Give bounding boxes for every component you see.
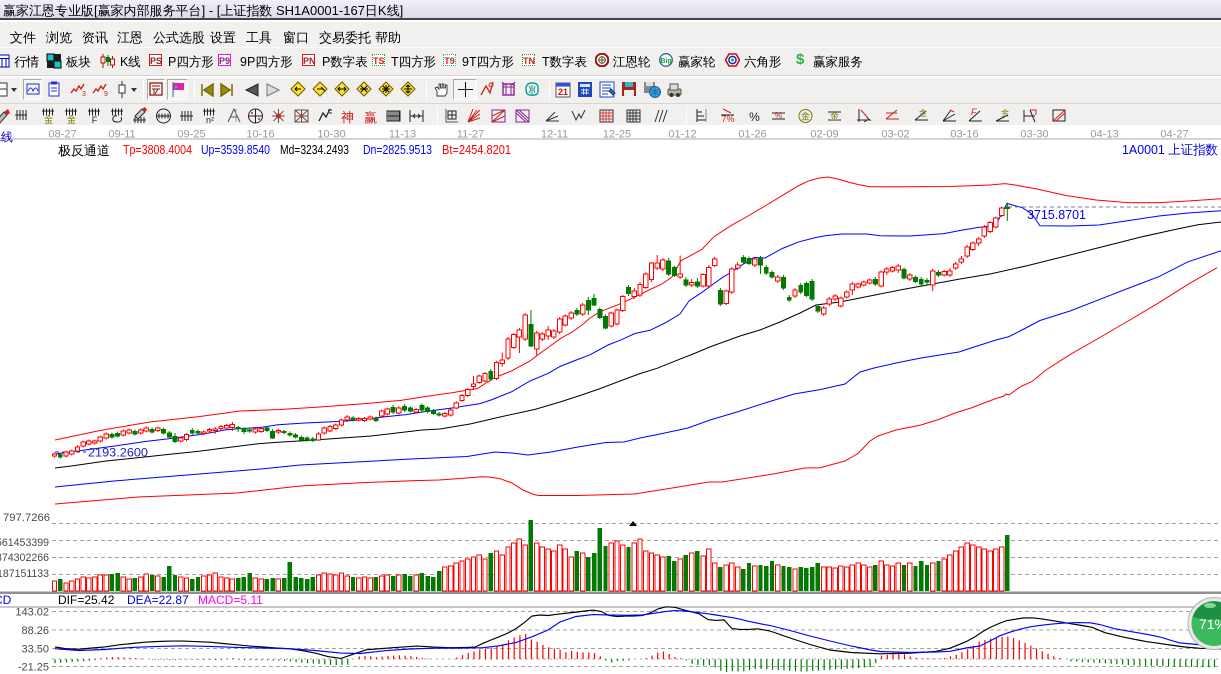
- svg-text:09-11: 09-11: [108, 128, 135, 140]
- svg-text:金: 金: [44, 114, 53, 125]
- svg-text:374302266: 374302266: [0, 552, 49, 564]
- svg-text:21: 21: [558, 87, 568, 97]
- svg-text:%: %: [775, 111, 782, 120]
- svg-text:F: F: [92, 115, 98, 125]
- svg-text:561453399: 561453399: [0, 537, 49, 549]
- svg-text:MACD=5.11: MACD=5.11: [198, 593, 263, 607]
- svg-text:Big: Big: [660, 58, 671, 65]
- svg-text:F: F: [971, 107, 977, 117]
- svg-text:K线: K线: [0, 130, 13, 144]
- svg-text:Up=3539.8540: Up=3539.8540: [201, 143, 270, 157]
- svg-text:02-09: 02-09: [810, 128, 838, 140]
- svg-text:08-27: 08-27: [48, 128, 76, 140]
- svg-text:金: 金: [1001, 108, 1009, 118]
- svg-text:-21.25: -21.25: [18, 661, 49, 673]
- svg-text:04-27: 04-27: [1160, 128, 1188, 140]
- svg-text:3: 3: [82, 91, 86, 97]
- svg-text:Dn=2825.9513: Dn=2825.9513: [363, 143, 432, 157]
- svg-text:04-13: 04-13: [1090, 128, 1118, 140]
- svg-text:11-27: 11-27: [457, 128, 484, 140]
- svg-text:03-02: 03-02: [881, 128, 909, 140]
- svg-text:Tp=3808.4004: Tp=3808.4004: [123, 143, 192, 157]
- svg-text:n²: n²: [206, 115, 214, 125]
- svg-text:金: 金: [801, 111, 810, 122]
- svg-text:10-16: 10-16: [246, 128, 274, 140]
- svg-text:神: 神: [341, 110, 354, 125]
- svg-text:金: 金: [67, 114, 76, 125]
- svg-text:7%: 7%: [721, 114, 734, 124]
- svg-text:9: 9: [104, 91, 108, 97]
- svg-text:33.50: 33.50: [21, 643, 49, 655]
- svg-text:88.26: 88.26: [21, 625, 49, 637]
- svg-text:11-13: 11-13: [389, 128, 416, 140]
- svg-text:DIF=25.42: DIF=25.42: [58, 593, 115, 607]
- svg-text:03-16: 03-16: [950, 128, 978, 140]
- svg-text:DEA=22.87: DEA=22.87: [127, 593, 189, 607]
- svg-text:143.02: 143.02: [15, 607, 49, 619]
- svg-text:Md=3234.2493: Md=3234.2493: [280, 143, 349, 157]
- svg-text:09-25: 09-25: [177, 128, 205, 140]
- svg-text:797.7266: 797.7266: [3, 512, 50, 524]
- svg-text:71%: 71%: [1199, 616, 1221, 632]
- svg-text:极反通道: 极反通道: [58, 143, 110, 158]
- svg-text:3715.8701: 3715.8701: [1027, 207, 1086, 222]
- svg-text:金: 金: [830, 111, 839, 122]
- svg-text:01-26: 01-26: [738, 128, 766, 140]
- svg-text:1A0001 上证指数: 1A0001 上证指数: [1122, 142, 1218, 157]
- svg-text:10-30: 10-30: [317, 128, 345, 140]
- svg-text:2193.2600: 2193.2600: [88, 446, 148, 460]
- svg-text:Bt=2454.8201: Bt=2454.8201: [442, 143, 511, 157]
- svg-text:03-30: 03-30: [1020, 128, 1048, 140]
- svg-text:赢: 赢: [364, 110, 377, 125]
- svg-text:12-25: 12-25: [603, 128, 631, 140]
- svg-text:MACD: MACD: [0, 593, 12, 607]
- svg-text:187151133: 187151133: [0, 568, 49, 580]
- svg-text:01-12: 01-12: [668, 128, 696, 140]
- svg-text:金: 金: [919, 108, 927, 118]
- svg-text:%: %: [749, 110, 760, 124]
- svg-text:12-11: 12-11: [541, 128, 568, 140]
